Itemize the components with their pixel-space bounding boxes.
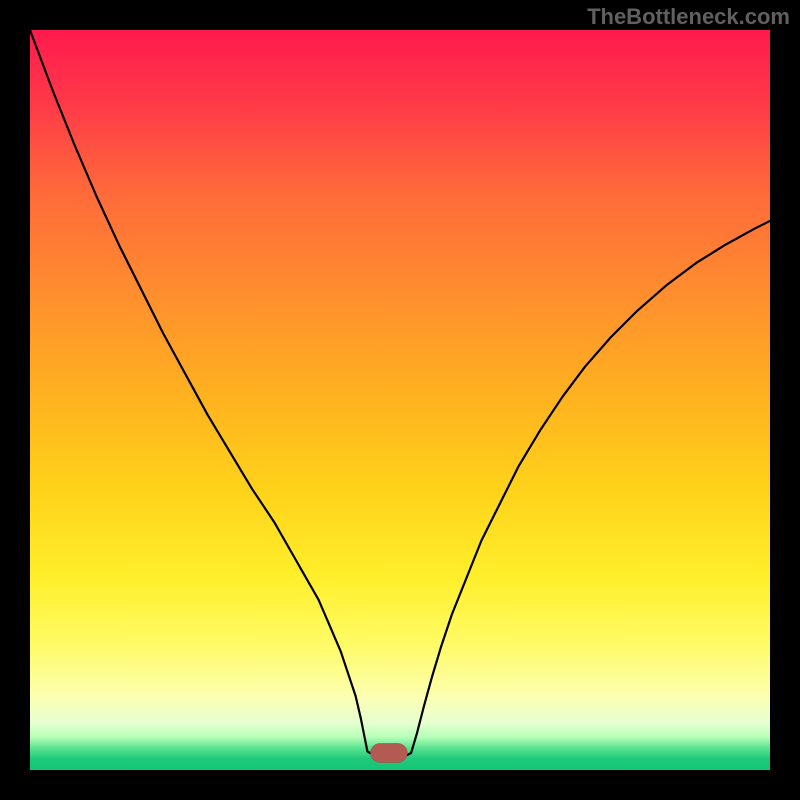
chart-svg xyxy=(0,0,800,800)
valley-marker xyxy=(370,743,407,762)
chart-frame: TheBottleneck.com xyxy=(0,0,800,800)
plot-background xyxy=(30,30,770,770)
watermark-text: TheBottleneck.com xyxy=(587,4,790,30)
